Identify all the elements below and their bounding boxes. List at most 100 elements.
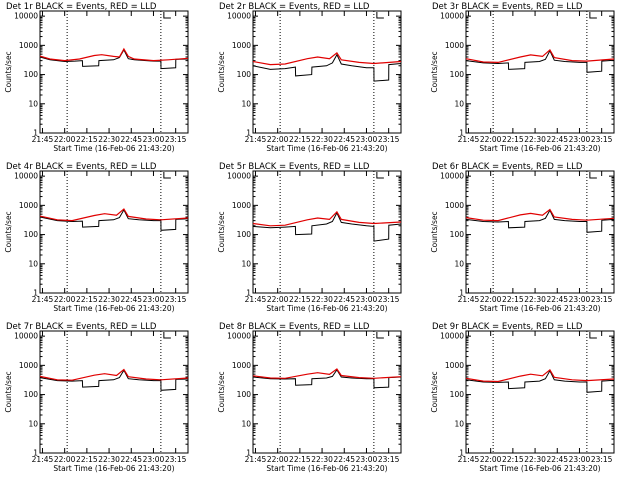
- panel-7: Det 7r BLACK = Events, RED = LLD Counts/s…: [4, 322, 189, 473]
- y-axis-label: Counts/sec: [4, 371, 13, 412]
- y-tick-label: 1: [33, 449, 38, 458]
- y-tick-label: 1000: [232, 361, 251, 370]
- x-tick-label: 22:30: [524, 295, 546, 304]
- x-tick-label: 22:30: [98, 135, 120, 144]
- y-tick-label: 100: [237, 70, 252, 79]
- y-tick-label: 10000: [440, 172, 464, 181]
- events-series-line: [252, 53, 402, 82]
- y-tick-label: 10: [454, 259, 464, 268]
- events-series-line: [39, 48, 189, 70]
- lld-series-line: [39, 368, 189, 381]
- x-tick-label: 23:15: [165, 295, 187, 304]
- x-tick-label: 22:45: [546, 295, 568, 304]
- y-tick-label: 100: [450, 230, 465, 239]
- y-axis-label: Counts/sec: [217, 211, 226, 252]
- y-axis-label: Counts/sec: [430, 51, 439, 92]
- y-tick-label: 10: [241, 259, 251, 268]
- interval-marker: [376, 332, 384, 339]
- panel-1: Det 1r BLACK = Events, RED = LLD Counts/s…: [4, 2, 189, 153]
- x-tick-label: 22:30: [311, 135, 333, 144]
- x-tick-label: 23:00: [356, 295, 378, 304]
- x-tick-label: 22:45: [546, 135, 568, 144]
- events-series-line: [39, 369, 189, 391]
- events-series-line: [465, 49, 615, 73]
- y-tick-label: 1000: [232, 41, 251, 50]
- y-tick-label: 100: [450, 70, 465, 79]
- lld-series-line: [39, 208, 189, 222]
- x-tick-label: 22:15: [502, 135, 524, 144]
- x-tick-label: 22:15: [76, 455, 98, 464]
- plot-frame: [252, 10, 402, 134]
- x-tick-label: 23:15: [165, 135, 187, 144]
- y-tick-label: 1000: [445, 41, 464, 50]
- y-axis-label: Counts/sec: [4, 211, 13, 252]
- panel-title: Det 2r BLACK = Events, RED = LLD: [219, 2, 370, 12]
- plot-frame: [465, 330, 615, 454]
- y-tick-label: 10000: [227, 332, 251, 341]
- x-tick-label: 23:00: [356, 455, 378, 464]
- x-tick-label: 22:15: [76, 135, 98, 144]
- lld-series-line: [465, 208, 615, 222]
- plot-frame: [39, 330, 189, 454]
- x-tick-label: 22:15: [76, 295, 98, 304]
- y-tick-label: 1000: [445, 201, 464, 210]
- panel-title: Det 4r BLACK = Events, RED = LLD: [6, 162, 157, 172]
- x-axis-label: Start Time (16-Feb-06 21:43:20): [53, 464, 174, 473]
- y-axis-label: Counts/sec: [217, 371, 226, 412]
- y-tick-label: 10: [28, 99, 38, 108]
- panel-title: Det 3r BLACK = Events, RED = LLD: [432, 2, 583, 12]
- x-tick-label: 22:00: [267, 455, 289, 464]
- x-tick-label: 22:00: [267, 135, 289, 144]
- x-tick-label: 23:15: [591, 455, 613, 464]
- y-tick-label: 10: [241, 419, 251, 428]
- y-tick-label: 100: [24, 390, 39, 399]
- lld-series-line: [465, 48, 615, 64]
- interval-marker: [163, 172, 171, 179]
- y-tick-label: 100: [450, 390, 465, 399]
- interval-marker: [376, 172, 384, 179]
- x-axis-label: Start Time (16-Feb-06 21:43:20): [479, 144, 600, 153]
- x-tick-label: 21:45: [245, 455, 267, 464]
- lld-series-line: [39, 47, 189, 62]
- x-tick-label: 23:00: [569, 455, 591, 464]
- y-tick-label: 10: [241, 99, 251, 108]
- x-tick-label: 21:45: [32, 295, 54, 304]
- y-tick-label: 10000: [14, 332, 38, 341]
- interval-marker: [163, 12, 171, 19]
- y-tick-label: 100: [24, 70, 39, 79]
- x-tick-label: 22:00: [267, 295, 289, 304]
- lld-series-line: [252, 368, 402, 379]
- y-tick-label: 100: [237, 230, 252, 239]
- interval-marker: [589, 172, 597, 179]
- x-tick-label: 22:45: [120, 135, 142, 144]
- x-tick-label: 22:30: [524, 135, 546, 144]
- y-tick-label: 10: [28, 259, 38, 268]
- interval-marker: [589, 12, 597, 19]
- x-tick-label: 23:00: [569, 295, 591, 304]
- y-tick-label: 10000: [227, 12, 251, 21]
- plot-frame: [465, 10, 615, 134]
- y-tick-label: 1: [459, 129, 464, 138]
- x-tick-label: 21:45: [458, 135, 480, 144]
- panel-3: Det 3r BLACK = Events, RED = LLD Counts/s…: [430, 2, 615, 153]
- y-tick-label: 1: [246, 129, 251, 138]
- panel-4: Det 4r BLACK = Events, RED = LLD Counts/s…: [4, 162, 189, 313]
- x-tick-label: 23:00: [143, 455, 165, 464]
- panel-title: Det 8r BLACK = Events, RED = LLD: [219, 322, 370, 332]
- x-tick-label: 22:15: [289, 295, 311, 304]
- panel-title: Det 7r BLACK = Events, RED = LLD: [6, 322, 157, 332]
- x-axis-label: Start Time (16-Feb-06 21:43:20): [266, 464, 387, 473]
- plot-frame: [39, 170, 189, 294]
- x-tick-label: 22:15: [502, 455, 524, 464]
- x-tick-label: 22:00: [480, 295, 502, 304]
- x-tick-label: 22:45: [120, 295, 142, 304]
- y-tick-label: 10000: [440, 332, 464, 341]
- x-tick-label: 23:15: [591, 295, 613, 304]
- plot-frame: [252, 330, 402, 454]
- y-tick-label: 1: [246, 289, 251, 298]
- x-tick-label: 23:15: [378, 295, 400, 304]
- x-tick-label: 22:45: [333, 295, 355, 304]
- x-tick-label: 21:45: [245, 295, 267, 304]
- x-axis-label: Start Time (16-Feb-06 21:43:20): [53, 144, 174, 153]
- x-tick-label: 22:30: [311, 295, 333, 304]
